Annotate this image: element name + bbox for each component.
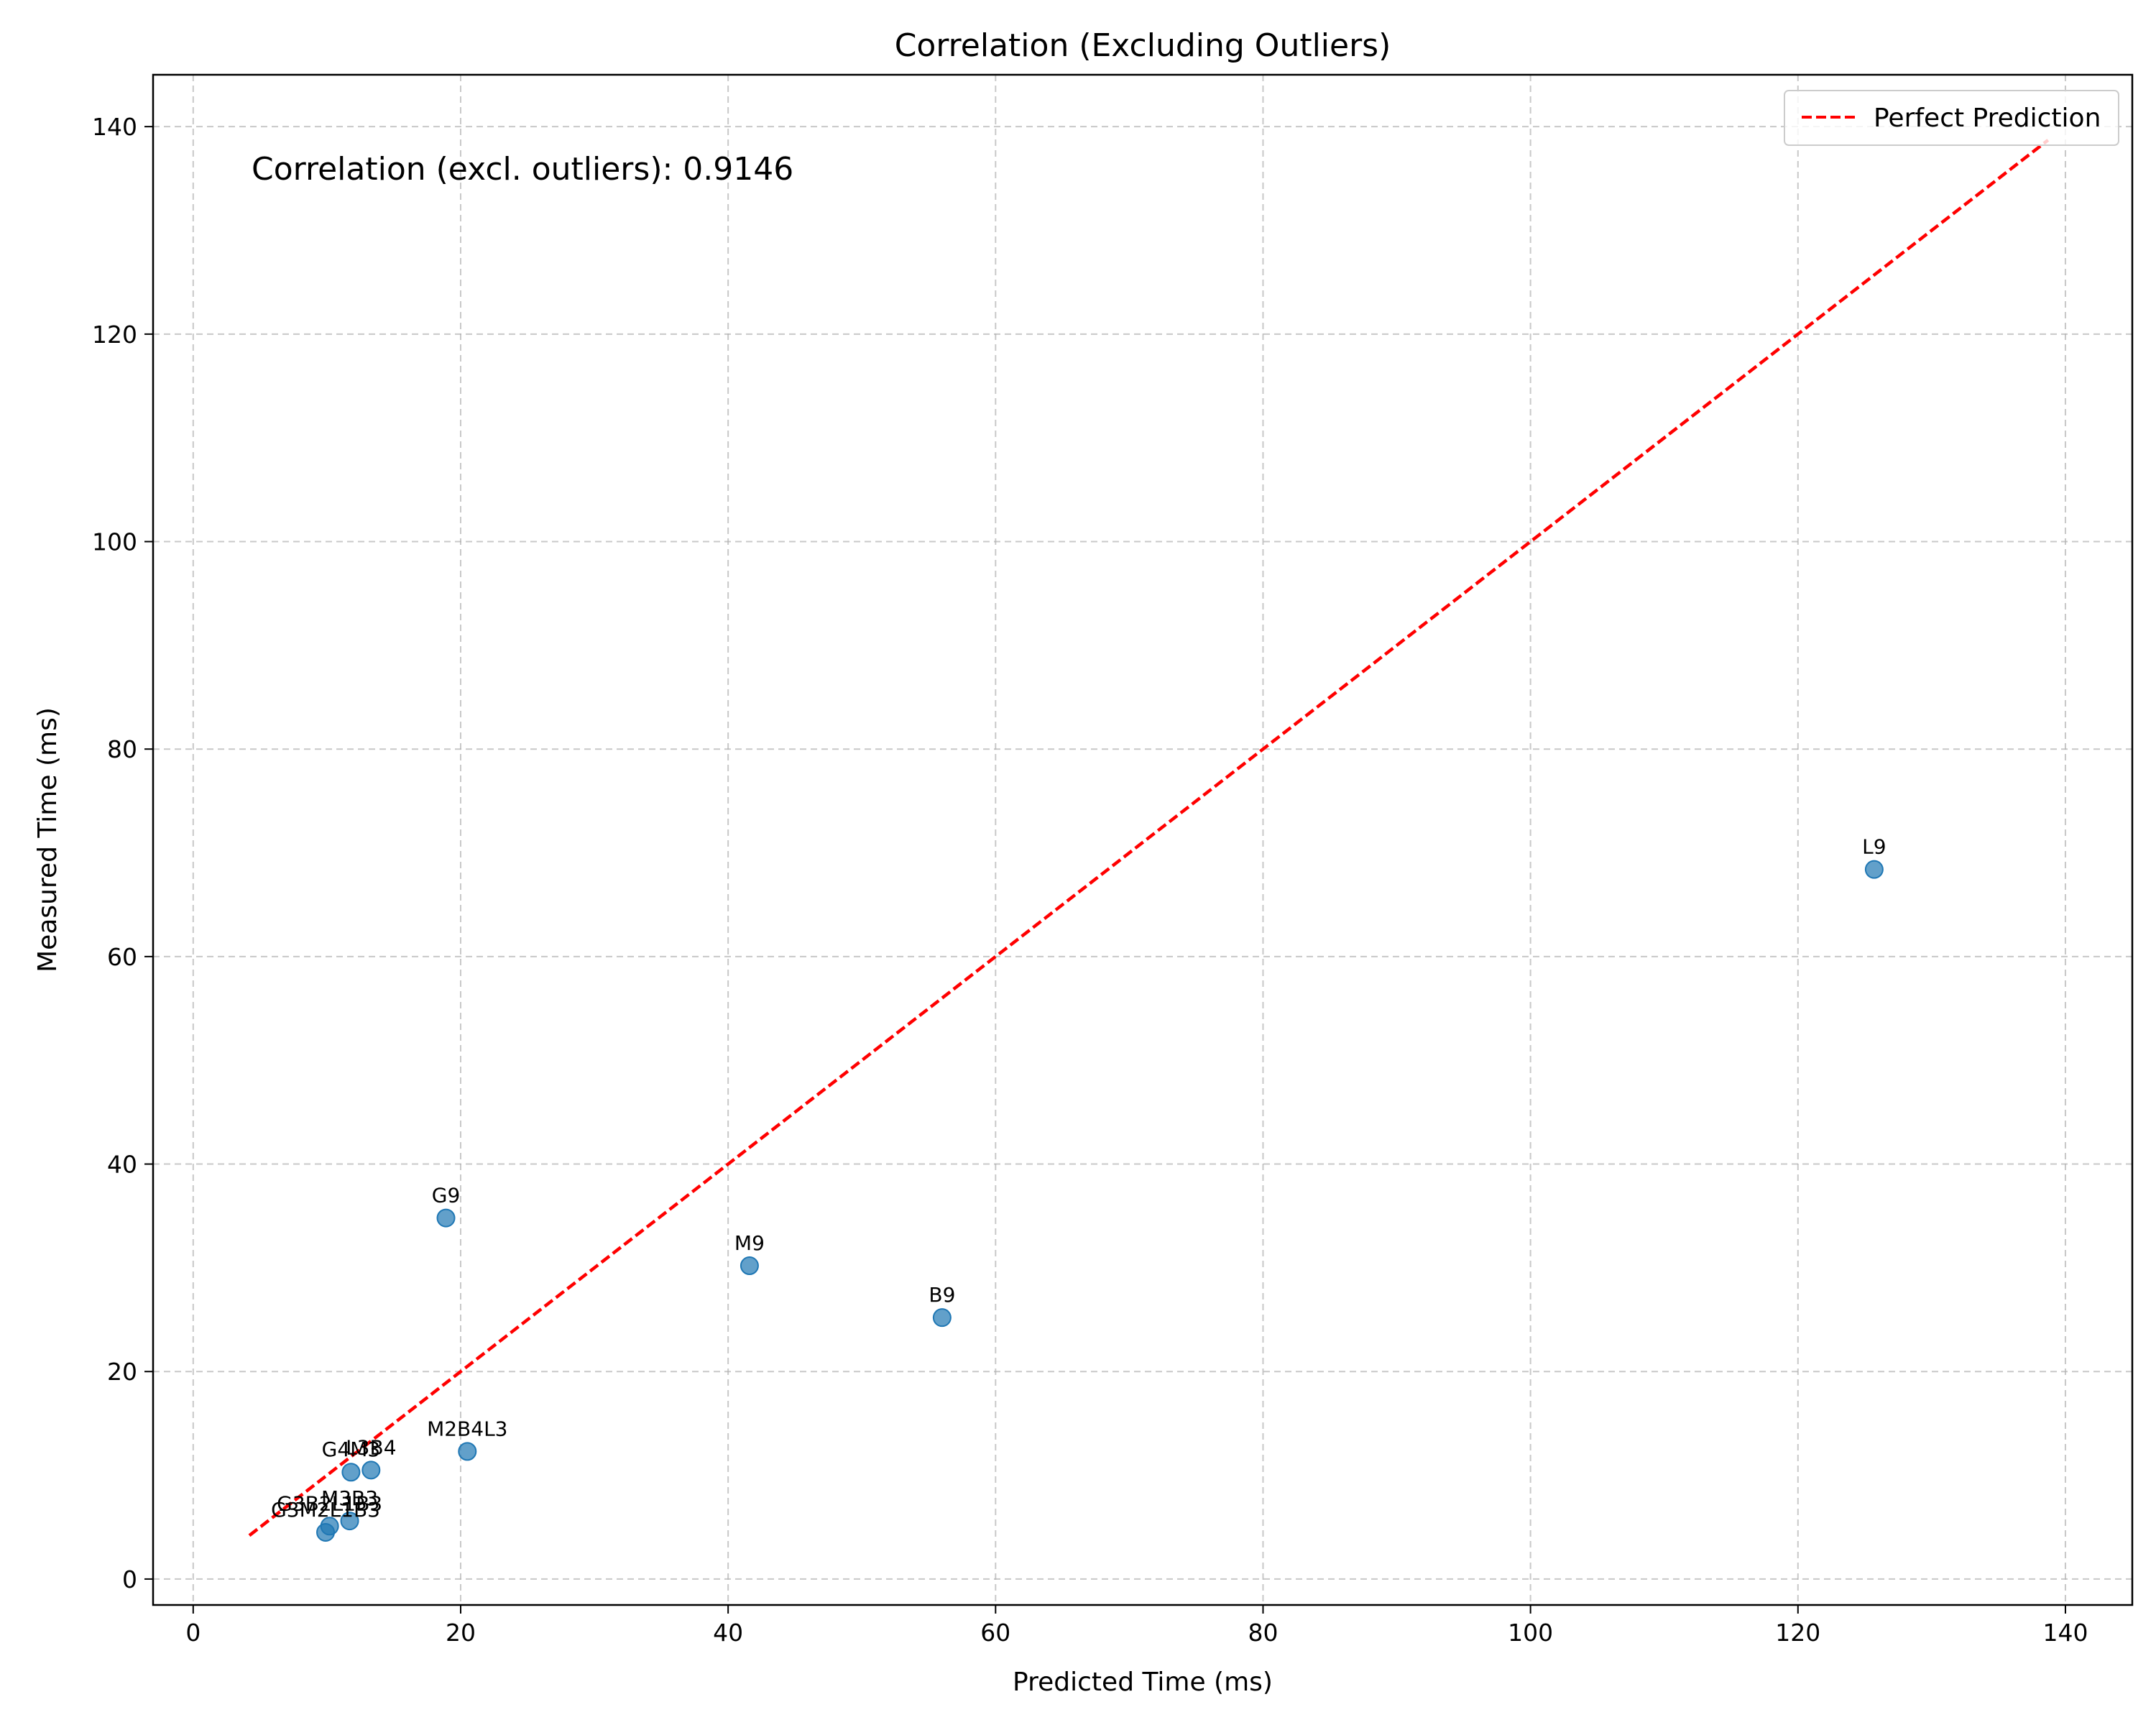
x-tick-label: 140 xyxy=(2042,1619,2088,1647)
point-label: G3M2L1B3 xyxy=(271,1498,380,1522)
data-point xyxy=(341,1463,361,1482)
y-tick-label: 120 xyxy=(92,321,137,349)
data-point xyxy=(361,1460,381,1480)
point-label: M3B3 xyxy=(321,1486,378,1510)
y-tick-label: 60 xyxy=(107,943,137,971)
x-tick-label: 60 xyxy=(980,1619,1010,1647)
x-tick-label: 20 xyxy=(446,1619,476,1647)
point-label: G4M3 xyxy=(322,1438,380,1461)
y-tick-label: 0 xyxy=(122,1565,137,1593)
point-label: G9 xyxy=(432,1184,461,1208)
grid xyxy=(153,75,2132,1605)
y-axis-title: Measured Time (ms) xyxy=(33,707,63,972)
axis-ticks: 0 20 40 60 80 100 120 140 0 20 40 60 80 100 120 140 xyxy=(92,113,2088,1647)
data-point xyxy=(316,1522,336,1542)
x-tick-label: 80 xyxy=(1248,1619,1278,1647)
data-point xyxy=(1864,860,1884,879)
point-label: M2B4L3 xyxy=(427,1417,507,1440)
point-label: B9 xyxy=(929,1283,955,1307)
x-tick-label: 100 xyxy=(1508,1619,1553,1647)
y-tick-label: 40 xyxy=(107,1151,137,1179)
perfect-prediction-line xyxy=(248,139,2050,1537)
x-tick-label: 40 xyxy=(713,1619,743,1647)
point-label: M9 xyxy=(734,1231,765,1255)
x-axis-title: Predicted Time (ms) xyxy=(1013,1668,1273,1697)
data-point xyxy=(740,1256,759,1276)
point-label: G3B2L1B3 xyxy=(277,1491,382,1515)
correlation-annotation: Correlation (excl. outliers): 0.9146 xyxy=(252,151,793,188)
point-label: L3B4 xyxy=(346,1435,396,1459)
point-label: L9 xyxy=(1862,835,1886,859)
data-point xyxy=(340,1512,359,1531)
y-tick-label: 100 xyxy=(92,528,137,556)
x-tick-label: 120 xyxy=(1775,1619,1820,1647)
y-tick-label: 20 xyxy=(107,1358,137,1386)
plot-frame xyxy=(152,73,2134,1606)
x-tick-label: 0 xyxy=(185,1619,201,1647)
reference-line-layer xyxy=(248,139,2050,1537)
data-point xyxy=(932,1308,952,1328)
y-tick-label: 80 xyxy=(107,735,137,763)
data-point xyxy=(458,1442,477,1461)
data-points xyxy=(316,860,1884,1542)
chart-title: Correlation (Excluding Outliers) xyxy=(895,27,1391,64)
legend-label-perfect-prediction: Perfect Prediction xyxy=(1874,104,2101,133)
y-tick-label: 140 xyxy=(92,113,137,141)
data-point xyxy=(436,1208,456,1228)
legend: Perfect Prediction xyxy=(1784,90,2119,146)
legend-box xyxy=(1784,90,2119,146)
